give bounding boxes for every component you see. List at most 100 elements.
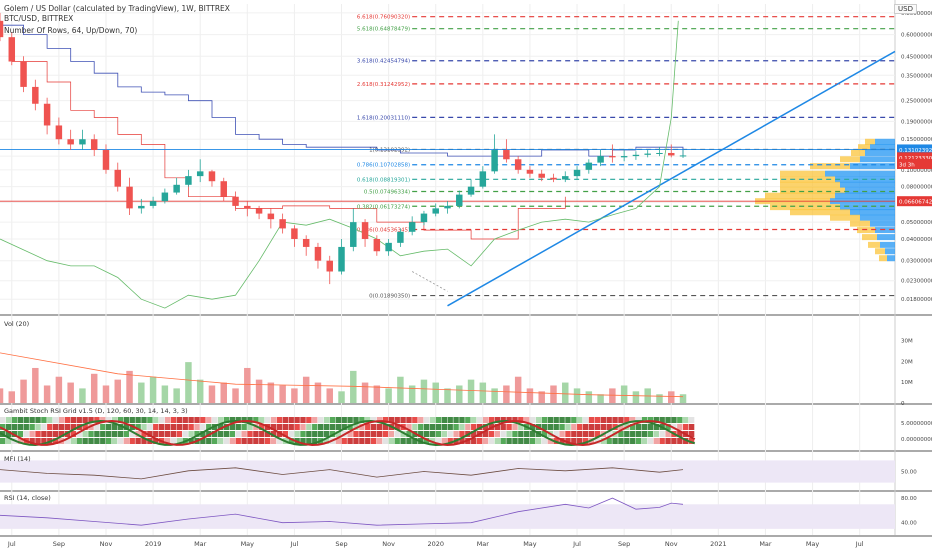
candle-body — [338, 246, 345, 272]
volume-bar — [185, 362, 192, 403]
stoch-grid-cell — [247, 417, 253, 423]
stoch-grid-cell — [135, 424, 141, 430]
stoch-grid-cell — [400, 417, 406, 423]
volume-profile-down — [840, 156, 860, 163]
stoch-grid-cell — [600, 438, 606, 444]
stoch-grid-cell — [653, 424, 659, 430]
stoch-grid-cell — [141, 424, 147, 430]
stoch-grid-cell — [559, 431, 565, 437]
stoch-grid-cell — [153, 424, 159, 430]
stoch-grid-cell — [147, 424, 153, 430]
stoch-grid-cell — [111, 438, 118, 444]
candle-body — [55, 125, 63, 140]
candle-body — [279, 219, 286, 229]
stoch-grid-cell — [494, 424, 500, 430]
stoch-grid-cell — [247, 438, 253, 444]
stoch-grid-cell — [512, 438, 518, 444]
volume-profile-down — [765, 192, 835, 199]
stoch-grid-cell — [429, 424, 436, 430]
stoch-grid-cell — [164, 424, 171, 430]
candle-body — [408, 222, 416, 232]
stoch-grid-cell — [582, 424, 589, 430]
stoch-grid-cell — [323, 417, 330, 423]
candle-body — [173, 184, 180, 193]
candle-body — [644, 153, 651, 155]
stoch-grid-cell — [317, 431, 324, 437]
mfi-tick-label: 50.00 — [901, 470, 917, 476]
stoch-grid-cell — [58, 424, 65, 430]
stoch-grid-cell — [347, 438, 353, 444]
stoch-grid-cell — [630, 438, 636, 444]
stoch-grid-cell — [294, 424, 300, 430]
volume-profile-down — [830, 214, 860, 221]
stoch-grid-cell — [76, 438, 82, 444]
stoch-grid-cell — [247, 431, 253, 437]
volume-profile-down — [780, 187, 845, 194]
stoch-grid-cell — [288, 417, 294, 423]
stoch-grid-cell — [52, 431, 59, 437]
volume-tick-label: 10M — [901, 380, 913, 386]
stoch-grid-cell — [441, 417, 447, 423]
stoch-grid-cell — [217, 431, 224, 437]
stoch-grid-cell — [253, 431, 259, 437]
stoch-grid-cell — [647, 431, 654, 437]
stoch-grid-cell — [270, 424, 277, 430]
stoch-grid-cell — [294, 417, 300, 423]
stoch-grid-cell — [41, 431, 47, 437]
candle-body — [126, 186, 133, 209]
stoch-grid-cell — [312, 424, 318, 430]
time-tick-label: Sep — [53, 540, 65, 548]
stoch-grid-cell — [494, 431, 500, 437]
currency-label[interactable]: USD — [894, 4, 917, 14]
stoch-grid-cell — [194, 424, 200, 430]
stoch-grid-cell — [105, 438, 112, 444]
candle-body — [620, 156, 628, 158]
stoch-grid-cell — [412, 417, 418, 423]
stoch-grid-cell — [223, 424, 230, 430]
stoch-grid-cell — [259, 424, 265, 430]
price-badge — [897, 152, 932, 163]
stoch-grid-cell — [606, 424, 612, 430]
price-tick-label: 0.02300000 — [901, 279, 932, 285]
price-tick-label: 0.05000000 — [901, 220, 932, 226]
stoch-grid-cell — [0, 424, 6, 430]
volume-profile-down — [780, 170, 825, 177]
stoch-grid-cell — [630, 417, 636, 423]
stoch-grid-cell — [111, 431, 118, 437]
candle-body — [43, 103, 51, 126]
stoch-grid-cell — [253, 417, 259, 423]
candle-body — [397, 231, 404, 243]
stoch-grid-cell — [82, 424, 88, 430]
stoch-grid-cell — [123, 431, 130, 437]
vwap-step-line — [0, 24, 684, 157]
stoch-grid-cell — [52, 438, 59, 444]
stoch-grid-cell — [11, 424, 18, 430]
stoch-grid-cell — [300, 431, 306, 437]
stoch-grid-cell — [659, 438, 665, 444]
stoch-grid-cell — [671, 438, 677, 444]
stoch-grid-cell — [435, 417, 442, 423]
stoch-grid-cell — [123, 438, 130, 444]
stoch-grid-cell — [253, 438, 259, 444]
stoch-grid-cell — [365, 438, 371, 444]
fib-level-label: 0.786(0.10702858) — [357, 163, 410, 169]
stoch-grid-cell — [176, 424, 183, 430]
candle-body — [185, 176, 192, 185]
stoch-grid-cell — [577, 424, 583, 430]
stoch-grid-cell — [547, 438, 553, 444]
volume-bar — [232, 388, 239, 403]
stoch-grid-cell — [465, 424, 471, 430]
stoch-grid-cell — [630, 431, 636, 437]
stoch-grid-cell — [70, 417, 77, 423]
stoch-grid-cell — [641, 431, 648, 437]
volume-bar — [255, 379, 263, 403]
time-tick-label: Jul — [7, 540, 16, 548]
stoch-grid-cell — [270, 417, 277, 423]
stoch-grid-cell — [241, 438, 247, 444]
volume-bar — [385, 388, 392, 403]
candle-body — [114, 169, 122, 187]
stoch-grid-cell — [158, 417, 165, 423]
stoch-grid-cell — [117, 431, 124, 437]
stoch-grid-cell — [677, 424, 683, 430]
